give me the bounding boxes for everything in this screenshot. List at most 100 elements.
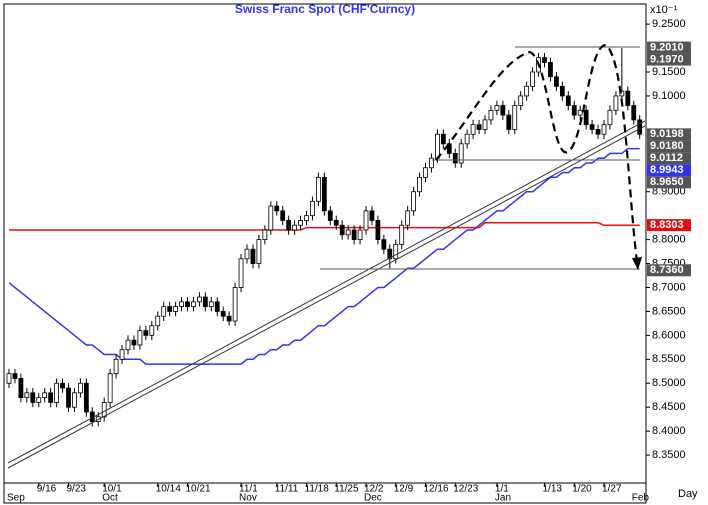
candle-body — [482, 119, 488, 130]
level-box — [647, 41, 691, 54]
candle-body — [54, 382, 59, 403]
candle-body — [577, 109, 583, 116]
y-tick-label: 8.6000 — [652, 329, 686, 341]
candle-body — [119, 349, 125, 360]
level-box — [647, 53, 691, 66]
candle-body — [78, 382, 83, 394]
y-tick-label: 8.5500 — [652, 353, 686, 365]
candle-body — [429, 157, 434, 169]
candle-body — [18, 378, 24, 399]
candle-body — [423, 167, 428, 178]
candle-body — [60, 382, 65, 389]
candle-body — [244, 248, 250, 260]
candle-body — [339, 224, 345, 236]
candle-body — [345, 229, 351, 236]
pattern-sketch — [435, 43, 639, 263]
candle-body — [232, 287, 238, 322]
candle-body — [440, 133, 446, 145]
y-tick-label: 9.1000 — [652, 90, 686, 102]
candle-body — [143, 330, 149, 336]
candle-body — [173, 306, 179, 312]
candle-body — [226, 315, 232, 322]
month-label: Dec — [364, 493, 382, 504]
candle-body — [595, 129, 601, 135]
level-label: 8.8303 — [650, 219, 684, 231]
x-tick-label: 11/1 — [239, 484, 258, 495]
candle-body — [357, 229, 363, 240]
candle-body — [268, 205, 274, 231]
candle-body — [167, 306, 173, 312]
candle-body — [185, 301, 190, 308]
candle-body — [310, 200, 315, 217]
candle-body — [405, 210, 411, 226]
candle-body — [470, 124, 476, 135]
candle-body — [131, 339, 137, 346]
candle-body — [548, 62, 553, 78]
x-tick-label: 11/11 — [275, 484, 299, 495]
month-label: Nov — [239, 493, 257, 504]
candle-body — [494, 105, 500, 111]
candle-body — [280, 210, 286, 221]
candle-body — [399, 224, 405, 245]
y-tick-label: 8.4000 — [652, 425, 686, 437]
y-tick-label: 8.8000 — [652, 234, 686, 246]
candle-body — [6, 373, 12, 384]
x-tick-label: 11/18 — [305, 484, 330, 495]
candle-body — [66, 387, 71, 408]
candle-body — [387, 248, 393, 260]
candle-body — [161, 306, 167, 317]
level-label: 8.7360 — [650, 264, 684, 276]
candle-body — [107, 373, 113, 403]
level-label: 9.0180 — [650, 140, 684, 152]
candle-body — [36, 397, 42, 403]
candle-body — [452, 152, 458, 164]
candle-body — [375, 220, 381, 240]
y-tick-label: 8.4500 — [652, 401, 686, 413]
candle-body — [298, 220, 303, 226]
candle-body — [369, 210, 375, 221]
candle-body — [321, 176, 327, 212]
candle-body — [571, 105, 577, 116]
candle-body — [542, 57, 547, 63]
candle-body — [24, 392, 30, 399]
candle-body — [637, 119, 643, 135]
x-tick-label: 12/9 — [394, 484, 414, 495]
level-box — [647, 219, 691, 232]
candle-body — [631, 105, 637, 121]
candle-body — [262, 229, 268, 240]
candle-body — [274, 205, 280, 212]
month-label: Feb — [632, 493, 650, 504]
candle-body — [476, 124, 482, 130]
candle-body — [524, 85, 530, 97]
x-tick-label: 10/21 — [186, 484, 211, 495]
candle-body — [530, 71, 535, 87]
level-label: 8.9943 — [650, 164, 684, 176]
candle-body — [506, 114, 512, 130]
level-label: 9.2010 — [650, 41, 684, 53]
candle-body — [286, 220, 292, 231]
candle-body — [565, 95, 571, 106]
chart-title: Swiss Franc Spot (CHF'Curncy) — [235, 2, 415, 16]
level-label: 8.9650 — [650, 176, 684, 188]
level-label: 9.0198 — [650, 128, 684, 140]
candle-body — [434, 133, 440, 159]
moving-average — [9, 222, 640, 231]
x-tick-label: 1/13 — [543, 484, 563, 495]
y-tick-label: 8.5000 — [652, 377, 686, 389]
x-tick-label: 1/1 — [495, 484, 509, 495]
candle-body — [464, 133, 470, 145]
y-tick-label: 8.6500 — [652, 305, 686, 317]
candle-body — [83, 382, 89, 413]
x-tick-label: 9/16 — [37, 484, 57, 495]
x-tick-label: 12/16 — [424, 484, 449, 495]
candle-body — [208, 301, 214, 308]
y-axis: 9.25009.15009.10008.90008.80008.75008.70… — [646, 18, 691, 461]
candle-body — [512, 105, 518, 130]
candle-body — [589, 124, 595, 130]
y-tick-label: 9.2500 — [652, 18, 686, 30]
candle-body — [559, 85, 565, 97]
plot-area: 9/16 9/23 10/1 10/14 10/21 11/1 11/11 11/18 11/2… — [6, 48, 650, 504]
candle-body — [304, 215, 309, 221]
candle-body — [363, 210, 369, 231]
